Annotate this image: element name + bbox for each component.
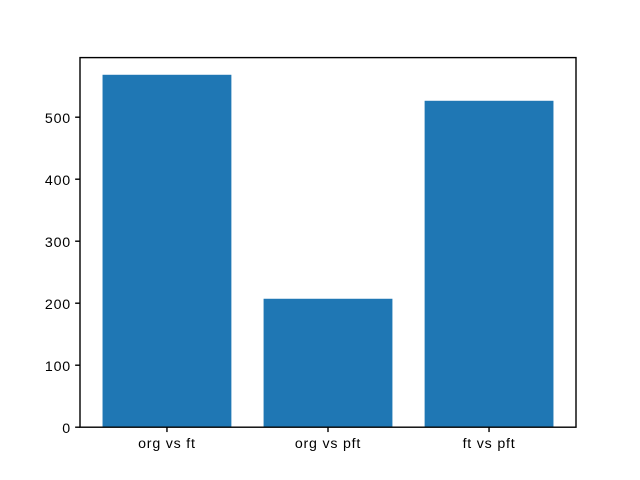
svg-text:100: 100 (45, 359, 71, 375)
svg-text:ft vs pft: ft vs pft (463, 436, 516, 452)
svg-text:org vs ft: org vs ft (138, 436, 196, 452)
svg-text:300: 300 (45, 235, 71, 251)
svg-text:0: 0 (62, 421, 71, 437)
svg-text:400: 400 (45, 173, 71, 189)
svg-text:org vs pft: org vs pft (295, 436, 361, 452)
svg-text:500: 500 (45, 111, 71, 127)
svg-text:200: 200 (45, 297, 71, 313)
